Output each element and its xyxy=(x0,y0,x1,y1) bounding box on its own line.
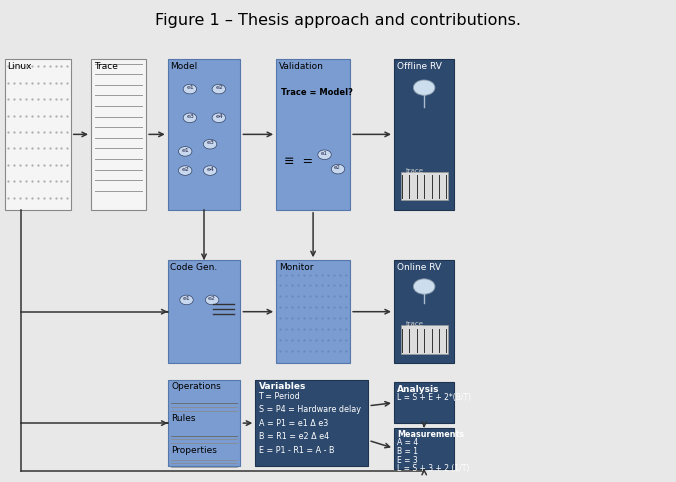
Text: e2: e2 xyxy=(182,167,190,172)
Circle shape xyxy=(180,295,193,305)
Circle shape xyxy=(203,139,217,149)
Text: E = P1 - R1 = A - B: E = P1 - R1 = A - B xyxy=(258,446,334,455)
Circle shape xyxy=(212,113,226,122)
Circle shape xyxy=(331,164,345,174)
Text: Linux: Linux xyxy=(7,62,32,71)
Bar xyxy=(394,59,454,210)
Text: e2: e2 xyxy=(208,296,216,301)
Text: B = 1: B = 1 xyxy=(397,447,418,456)
Text: Rules: Rules xyxy=(171,414,195,423)
Bar xyxy=(256,380,368,466)
Text: Trace = Model?: Trace = Model? xyxy=(281,88,354,97)
Text: e1: e1 xyxy=(183,296,190,301)
Text: Measurements: Measurements xyxy=(397,430,464,439)
Text: L = S + E + 2*(B/T): L = S + E + 2*(B/T) xyxy=(397,393,471,402)
Text: Variables: Variables xyxy=(258,382,306,391)
Text: Properties: Properties xyxy=(171,446,217,455)
Text: e2: e2 xyxy=(216,85,223,90)
Text: A = 4: A = 4 xyxy=(397,439,418,447)
Text: Trace: Trace xyxy=(93,62,118,71)
Circle shape xyxy=(183,84,197,94)
Text: e1: e1 xyxy=(320,151,327,156)
Text: Monitor: Monitor xyxy=(279,263,313,272)
Text: T = Period: T = Period xyxy=(258,392,300,401)
Text: Offline RV: Offline RV xyxy=(397,62,441,71)
Text: E = 3: E = 3 xyxy=(397,455,418,465)
Bar xyxy=(168,380,241,466)
Text: Code Gen.: Code Gen. xyxy=(170,263,218,272)
Bar xyxy=(394,260,454,363)
Text: e2: e2 xyxy=(334,165,341,170)
Circle shape xyxy=(178,147,192,156)
Text: Online RV: Online RV xyxy=(397,263,441,272)
Circle shape xyxy=(414,279,435,294)
Bar xyxy=(394,428,454,469)
Bar xyxy=(168,59,241,210)
Text: Model: Model xyxy=(170,62,197,71)
Text: trace: trace xyxy=(406,168,424,174)
Text: e4: e4 xyxy=(216,114,223,119)
Bar xyxy=(91,59,146,210)
Circle shape xyxy=(212,84,226,94)
Bar xyxy=(401,325,448,354)
Circle shape xyxy=(178,166,192,175)
Bar xyxy=(5,59,71,210)
Text: S = P4 = Hardware delay: S = P4 = Hardware delay xyxy=(258,405,360,415)
Text: Analysis: Analysis xyxy=(397,385,440,394)
Text: L = S + 3 + 2 (1/T): L = S + 3 + 2 (1/T) xyxy=(397,464,470,473)
Circle shape xyxy=(318,150,331,160)
Bar xyxy=(168,260,241,363)
Text: ≡  =: ≡ = xyxy=(284,155,313,168)
Text: e1: e1 xyxy=(182,147,189,152)
Circle shape xyxy=(414,80,435,95)
Text: Figure 1 – Thesis approach and contributions.: Figure 1 – Thesis approach and contribut… xyxy=(155,13,521,28)
Circle shape xyxy=(203,166,217,175)
Text: B = R1 = e2 Δ e4: B = R1 = e2 Δ e4 xyxy=(258,432,329,441)
Text: A = P1 = e1 Δ e3: A = P1 = e1 Δ e3 xyxy=(258,419,328,428)
Circle shape xyxy=(183,113,197,122)
Text: e3: e3 xyxy=(207,140,214,146)
Circle shape xyxy=(206,295,219,305)
Text: Operations: Operations xyxy=(171,382,221,391)
Bar xyxy=(394,382,454,423)
Bar xyxy=(276,59,350,210)
Bar xyxy=(401,172,448,200)
Text: e3: e3 xyxy=(187,114,195,119)
Text: trace: trace xyxy=(406,321,424,327)
Bar xyxy=(276,260,350,363)
Text: e1: e1 xyxy=(187,85,194,90)
Text: e4: e4 xyxy=(207,167,214,172)
Text: Validation: Validation xyxy=(279,62,324,71)
